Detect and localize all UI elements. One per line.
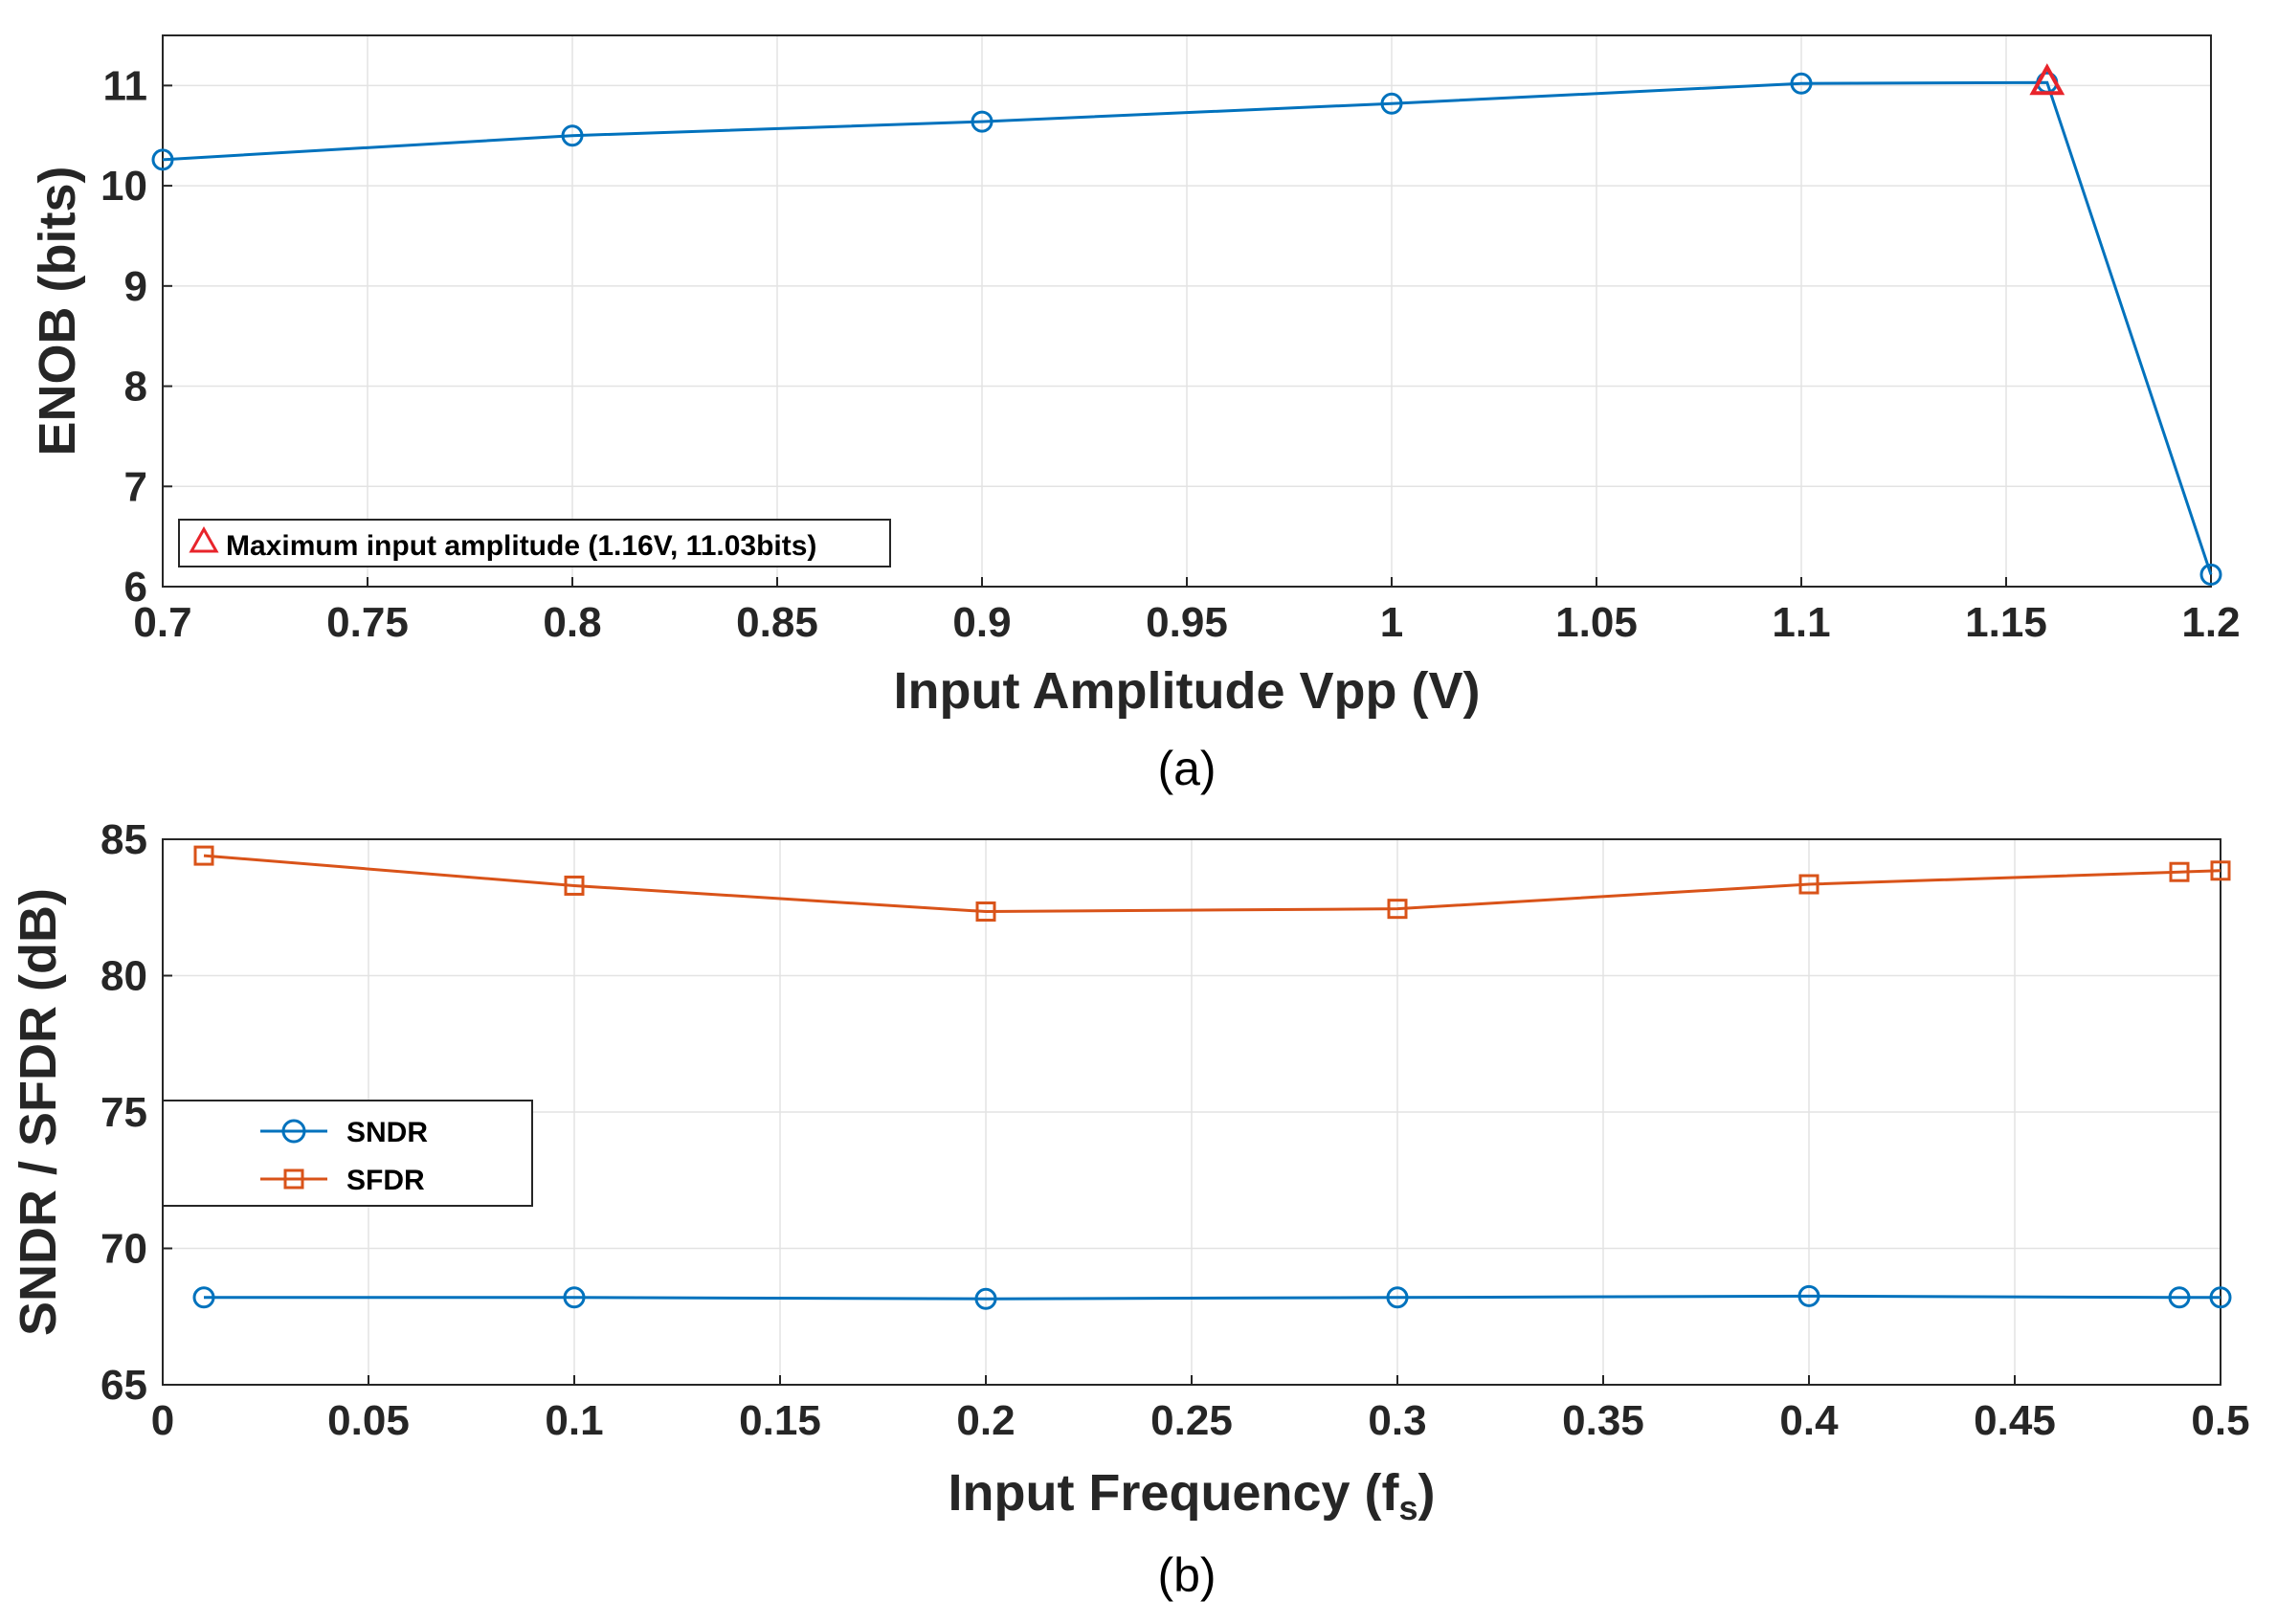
chart-a-x-axis-label: Input Amplitude Vpp (V) <box>894 662 1481 720</box>
y-tick-label: 70 <box>100 1226 147 1273</box>
chart-a-legend: Maximum input amplitude (1.16V, 11.03bit… <box>178 519 891 567</box>
chart-b-x-axis-label-subscript: s <box>1398 1488 1418 1527</box>
x-tick-label: 0.95 <box>1146 599 1228 646</box>
circle-marker-icon <box>281 1119 306 1144</box>
x-tick-label: 0.9 <box>952 599 1011 646</box>
chart-b-x-axis-label: Input Frequency (fs) <box>948 1464 1435 1527</box>
x-tick-label: 0.75 <box>326 599 409 646</box>
chart-b-series <box>192 845 2232 1310</box>
y-tick-label: 6 <box>124 564 147 611</box>
chart-a-series <box>151 71 2222 586</box>
x-tick-label: 1 <box>1380 599 1403 646</box>
sfdr-point <box>193 845 214 866</box>
sfdr-point <box>1798 874 1819 895</box>
sfdr-point <box>2210 860 2231 881</box>
x-tick-label: 1.2 <box>2181 599 2240 646</box>
x-tick-label: 0.2 <box>956 1397 1015 1444</box>
x-tick-label: 1.15 <box>1965 599 2047 646</box>
sfdr-point <box>975 901 996 923</box>
chart-a-plot-frame <box>162 34 2212 588</box>
chart-b-x-axis-label-main: Input Frequency (f <box>948 1464 1399 1522</box>
y-tick-label: 9 <box>124 263 147 310</box>
y-tick-label: 75 <box>100 1089 147 1136</box>
x-tick-label: 0 <box>151 1397 174 1444</box>
enob-point <box>2199 563 2222 586</box>
chart-b-x-axis-label-close: ) <box>1418 1464 1436 1522</box>
x-tick-label: 0.1 <box>545 1397 603 1444</box>
x-tick-label: 0.7 <box>133 599 191 646</box>
chart-a-y-axis-label: ENOB (bits) <box>29 167 86 456</box>
chart-b-sndr-sfdr-vs-frequency: 0 0.05 0.1 0.15 0.2 0.25 0.3 0.35 0.4 0.45 0.5 65 7… <box>10 816 2250 1602</box>
sndr-point <box>1386 1286 1409 1309</box>
x-tick-label: 0.4 <box>1779 1397 1839 1444</box>
sndr-point <box>1797 1284 1820 1307</box>
x-tick-label: 0.25 <box>1150 1397 1233 1444</box>
enob-point <box>1790 72 1813 95</box>
chart-a-legend-box <box>178 519 891 567</box>
chart-a-legend-label: Maximum input amplitude (1.16V, 11.03bit… <box>226 530 816 562</box>
enob-point <box>561 124 584 147</box>
chart-b-x-tick-labels: 0 0.05 0.1 0.15 0.2 0.25 0.3 0.35 0.4 0.45 0.5 <box>151 1397 2250 1444</box>
enob-point <box>151 148 174 171</box>
max-amplitude-marker <box>2029 63 2065 96</box>
enob-point <box>1380 92 1403 115</box>
sndr-point <box>2168 1286 2191 1309</box>
x-tick-label: 0.85 <box>736 599 818 646</box>
chart-b-legend-sndr-label: SNDR <box>346 1117 428 1148</box>
sndr-point <box>192 1286 215 1309</box>
y-tick-label: 10 <box>100 163 147 210</box>
sfdr-point <box>2169 861 2190 882</box>
chart-b-y-tick-labels: 65 70 75 80 85 <box>100 816 147 1409</box>
chart-b-legend-sfdr-label: SFDR <box>346 1165 425 1196</box>
enob-point <box>971 110 993 133</box>
x-tick-label: 0.35 <box>1562 1397 1644 1444</box>
sndr-point <box>2209 1286 2232 1309</box>
chart-b-y-axis-label: SNDR / SFDR (dB) <box>10 888 67 1336</box>
y-tick-label: 65 <box>100 1362 147 1409</box>
y-tick-label: 85 <box>100 816 147 863</box>
y-tick-label: 7 <box>124 463 147 510</box>
x-tick-label: 0.15 <box>739 1397 821 1444</box>
chart-b-caption: (b) <box>1157 1548 1216 1602</box>
chart-a-caption: (a) <box>1157 742 1216 795</box>
chart-b-legend-box <box>162 1100 533 1207</box>
sfdr-line <box>203 854 2221 914</box>
sndr-point <box>563 1286 586 1309</box>
x-tick-label: 0.8 <box>543 599 601 646</box>
sndr-point <box>974 1287 997 1310</box>
chart-a-y-tick-labels: 6 7 8 9 10 11 <box>100 62 147 611</box>
square-marker-icon <box>283 1168 304 1190</box>
x-tick-label: 1.05 <box>1555 599 1638 646</box>
y-tick-label: 11 <box>102 62 147 109</box>
x-tick-label: 0.5 <box>2191 1397 2249 1444</box>
x-tick-label: 0.45 <box>1974 1397 2056 1444</box>
chart-a-x-tick-labels: 0.7 0.75 0.8 0.85 0.9 0.95 1 1.05 1.1 1.15 1.2 <box>133 599 2240 646</box>
x-tick-label: 0.3 <box>1368 1397 1426 1444</box>
triangle-marker-icon <box>189 525 219 553</box>
y-tick-label: 80 <box>100 953 147 1000</box>
x-tick-label: 1.1 <box>1772 599 1830 646</box>
sfdr-point <box>564 875 585 896</box>
enob-line <box>162 80 2213 575</box>
y-tick-label: 8 <box>124 364 147 411</box>
sfdr-point <box>1387 899 1408 920</box>
chart-a-enob-vs-amplitude: 0.7 0.75 0.8 0.85 0.9 0.95 1 1.05 1.1 1.15 1.2 6 7 8… <box>29 34 2241 795</box>
sndr-line <box>204 1294 2221 1301</box>
chart-a-max-point <box>2029 63 2065 96</box>
chart-b-legend: SNDR SFDR <box>162 1100 533 1207</box>
x-tick-label: 0.05 <box>327 1397 410 1444</box>
